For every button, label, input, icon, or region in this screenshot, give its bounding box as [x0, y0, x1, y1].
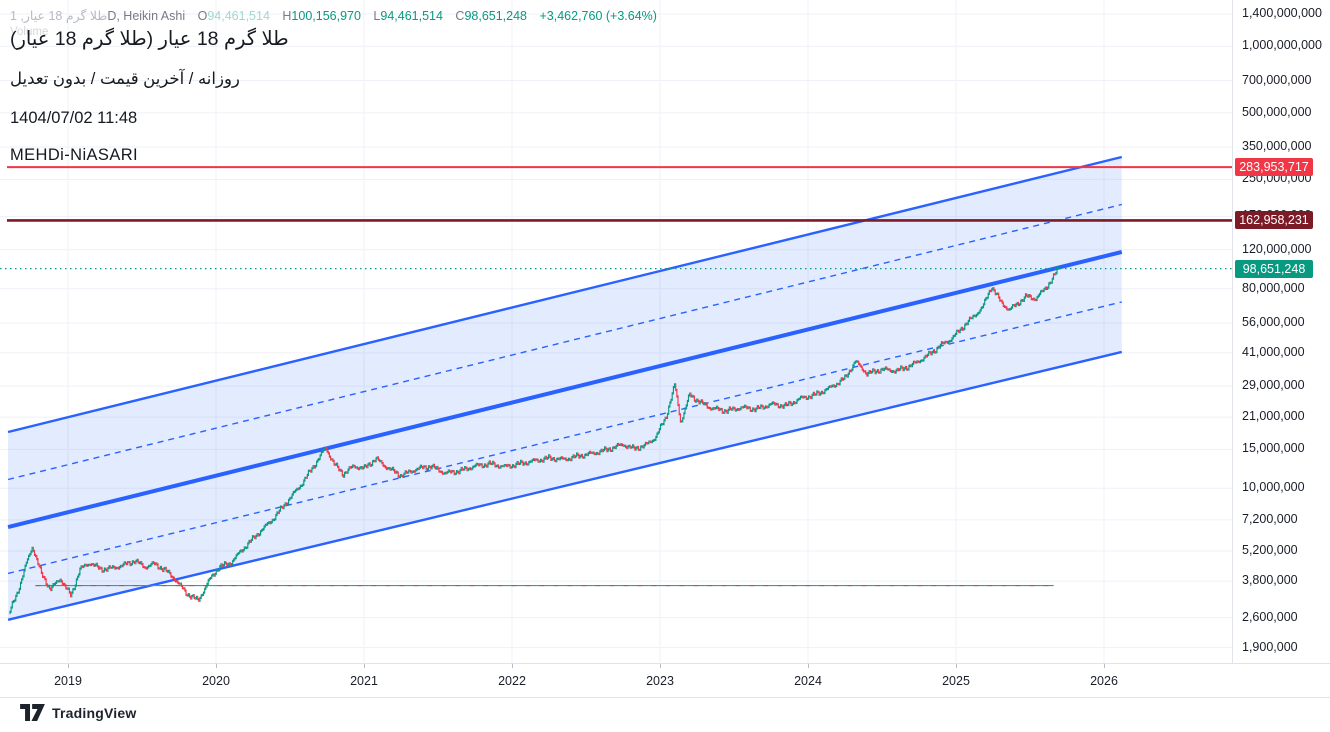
- tradingview-logo-text: TradingView: [52, 704, 137, 721]
- time-scale-label: 2020: [202, 674, 230, 688]
- legend-close-value: 98,651,248: [464, 9, 528, 23]
- price-scale-label: 29,000,000: [1242, 378, 1305, 393]
- watermark-datetime: 1404/07/02 11:48: [10, 109, 138, 127]
- time-scale-tick: [364, 664, 365, 668]
- price-scale-label: 41,000,000: [1242, 344, 1305, 359]
- time-scale-tick: [808, 664, 809, 668]
- watermark-subtitle: روزانه / آخرین قیمت / بدون تعدیل: [10, 70, 240, 88]
- price-scale-label: 700,000,000: [1242, 72, 1312, 87]
- time-scale-label: 2022: [498, 674, 526, 688]
- legend-symbol: طلا گرم 18 عیار, 1: [10, 9, 108, 23]
- price-tag-current: 98,651,248: [1235, 259, 1313, 278]
- legend-open-label: O: [197, 9, 208, 23]
- price-scale-label: 120,000,000: [1242, 241, 1312, 256]
- price-scale-label: 1,000,000,000: [1242, 38, 1322, 53]
- chart-legend[interactable]: طلا گرم 18 عیار, 1D, Heikin Ashi O94,461…: [10, 8, 657, 23]
- time-scale-tick: [660, 664, 661, 668]
- price-scale-label: 21,000,000: [1242, 409, 1305, 424]
- time-scale-tick: [216, 664, 217, 668]
- watermark-author: MEHDi-NiASARI: [10, 146, 139, 164]
- volume-indicator-label: Volume: [10, 26, 49, 38]
- price-scale-label: 1,900,000: [1242, 639, 1298, 654]
- legend-open-value: 94,461,514: [207, 9, 270, 23]
- tradingview-logo[interactable]: TradingView: [20, 704, 136, 721]
- price-scale-label: 5,200,000: [1242, 543, 1298, 558]
- price-scale-label: 350,000,000: [1242, 139, 1312, 154]
- time-scale-label: 2019: [54, 674, 82, 688]
- legend-low-value: 94,461,514: [380, 9, 443, 23]
- price-scale-label: 80,000,000: [1242, 280, 1305, 295]
- legend-close-label: C: [455, 9, 465, 23]
- time-scale-tick: [956, 664, 957, 668]
- price-tag-line: 162,958,231: [1235, 211, 1313, 230]
- price-scale-label: 56,000,000: [1242, 314, 1305, 329]
- price-scale-label: 2,600,000: [1242, 609, 1298, 624]
- price-scale-label: 500,000,000: [1242, 104, 1312, 119]
- legend-low-label: L: [373, 9, 381, 23]
- legend-interval-type: D, Heikin Ashi: [107, 9, 186, 23]
- footer-bar: TradingView: [0, 696, 1330, 732]
- time-scale[interactable]: 2019 2020 2021 2022 2023 2024 2025 2026: [0, 663, 1330, 698]
- time-scale-label: 2026: [1090, 674, 1118, 688]
- price-tag-line: 283,953,717: [1235, 158, 1313, 177]
- legend-change-value: +3,462,760 (+3.64%): [539, 9, 657, 23]
- price-scale-label: 3,800,000: [1242, 573, 1298, 588]
- price-scale-label: 15,000,000: [1242, 441, 1305, 456]
- watermark-symbol-title: طلا گرم 18 عیار (طلا گرم 18 عیار): [10, 28, 289, 50]
- time-scale-tick: [512, 664, 513, 668]
- price-scale-label: 7,200,000: [1242, 511, 1298, 526]
- time-scale-label: 2025: [942, 674, 970, 688]
- price-scale-label: 10,000,000: [1242, 480, 1305, 495]
- price-scale-label: 1,400,000,000: [1242, 5, 1322, 20]
- tradingview-logo-icon: [20, 704, 45, 721]
- time-scale-label: 2023: [646, 674, 674, 688]
- time-scale-tick: [1104, 664, 1105, 668]
- time-scale-label: 2021: [350, 674, 378, 688]
- price-chart-canvas[interactable]: [0, 0, 1232, 663]
- legend-high-label: H: [282, 9, 292, 23]
- legend-high-value: 100,156,970: [291, 9, 361, 23]
- time-scale-tick: [68, 664, 69, 668]
- time-scale-label: 2024: [794, 674, 822, 688]
- price-scale[interactable]: 1,400,000,000 1,000,000,000 700,000,000 500…: [1232, 0, 1330, 663]
